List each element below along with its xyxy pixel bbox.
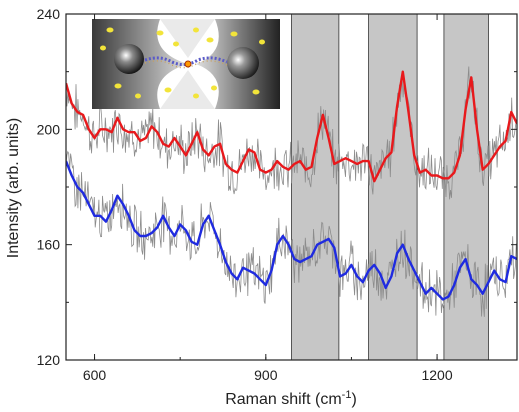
shaded-bands: [291, 13, 489, 361]
raw-trace-1: [66, 66, 517, 200]
raw-spectra: [66, 66, 517, 317]
y-tick-label: 200: [37, 121, 61, 137]
axis-ticks: 600 900 1200 120 160 200 240: [37, 6, 517, 383]
x-tick-label: 900: [254, 367, 278, 383]
y-axis-label: Intensity (arb. units): [5, 118, 22, 259]
series-line-2: [66, 160, 517, 301]
right-nanoparticle: [227, 47, 259, 79]
shaded-band-2: [368, 13, 418, 361]
inset-illustration: [92, 19, 280, 109]
x-tick-label: 600: [83, 367, 107, 383]
beam-bottom: [160, 70, 215, 109]
beam-top: [160, 19, 215, 58]
x-tick-label: 1200: [421, 367, 452, 383]
y-tick-label: 240: [37, 6, 61, 22]
y-tick-label: 120: [37, 352, 61, 368]
series-line-1: [66, 70, 517, 183]
raw-trace-2: [66, 150, 517, 317]
yellow-particles: [100, 27, 265, 99]
smoothed-spectra: [66, 70, 517, 301]
left-nanoparticle: [114, 44, 144, 74]
shaded-band-1: [291, 13, 340, 361]
y-tick-label: 160: [37, 237, 61, 253]
molecule-center: [184, 60, 192, 68]
x-axis-label: Raman shift (cm-1): [225, 389, 357, 408]
